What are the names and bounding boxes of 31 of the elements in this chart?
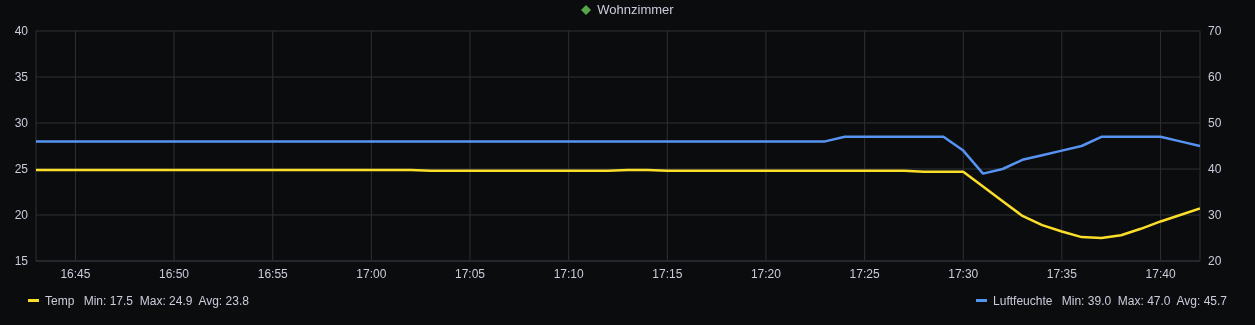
- x-tick-label: 17:35: [1046, 266, 1078, 281]
- chart-title: Wohnzimmer: [597, 2, 674, 17]
- y2-tick-label: 40: [1208, 162, 1222, 177]
- y-tick-label: 20: [14, 208, 29, 223]
- x-tick-label: 17:20: [750, 266, 782, 281]
- x-tick-label: 17:00: [356, 266, 387, 281]
- y-tick-label: 30: [14, 116, 29, 131]
- y2-tick-label: 50: [1208, 116, 1222, 131]
- legend-label: Luftfeuchte: [993, 293, 1053, 308]
- y-tick-label: 35: [14, 70, 29, 85]
- x-tick-label: 16:50: [159, 266, 190, 281]
- y-tick-label: 15: [14, 254, 29, 269]
- x-tick-label: 17:10: [553, 266, 585, 281]
- x-tick-label: 16:45: [60, 266, 91, 281]
- y2-tick-label: 60: [1208, 70, 1222, 85]
- y2-tick-label: 20: [1208, 254, 1222, 269]
- x-tick-label: 17:05: [454, 266, 486, 281]
- y-tick-label: 40: [14, 24, 29, 39]
- x-tick-label: 16:55: [257, 266, 289, 281]
- x-tick-label: 17:30: [948, 266, 979, 281]
- x-tick-label: 17:25: [849, 266, 880, 281]
- text: Min: 39.0 Max: 47.0 Avg: 45.7: [1060, 293, 1227, 308]
- text: Min: 17.5 Max: 24.9 Avg: 23.8: [82, 293, 249, 308]
- x-tick-label: 17:15: [652, 266, 683, 281]
- y2-tick-label: 70: [1208, 24, 1222, 39]
- line-series: [36, 135, 1200, 175]
- line-series: [36, 168, 1200, 240]
- y-tick-label: 25: [14, 162, 29, 177]
- x-tick-label: 17:40: [1145, 266, 1176, 281]
- y2-tick-label: 30: [1208, 208, 1222, 223]
- legend-label: Temp: [45, 293, 75, 308]
